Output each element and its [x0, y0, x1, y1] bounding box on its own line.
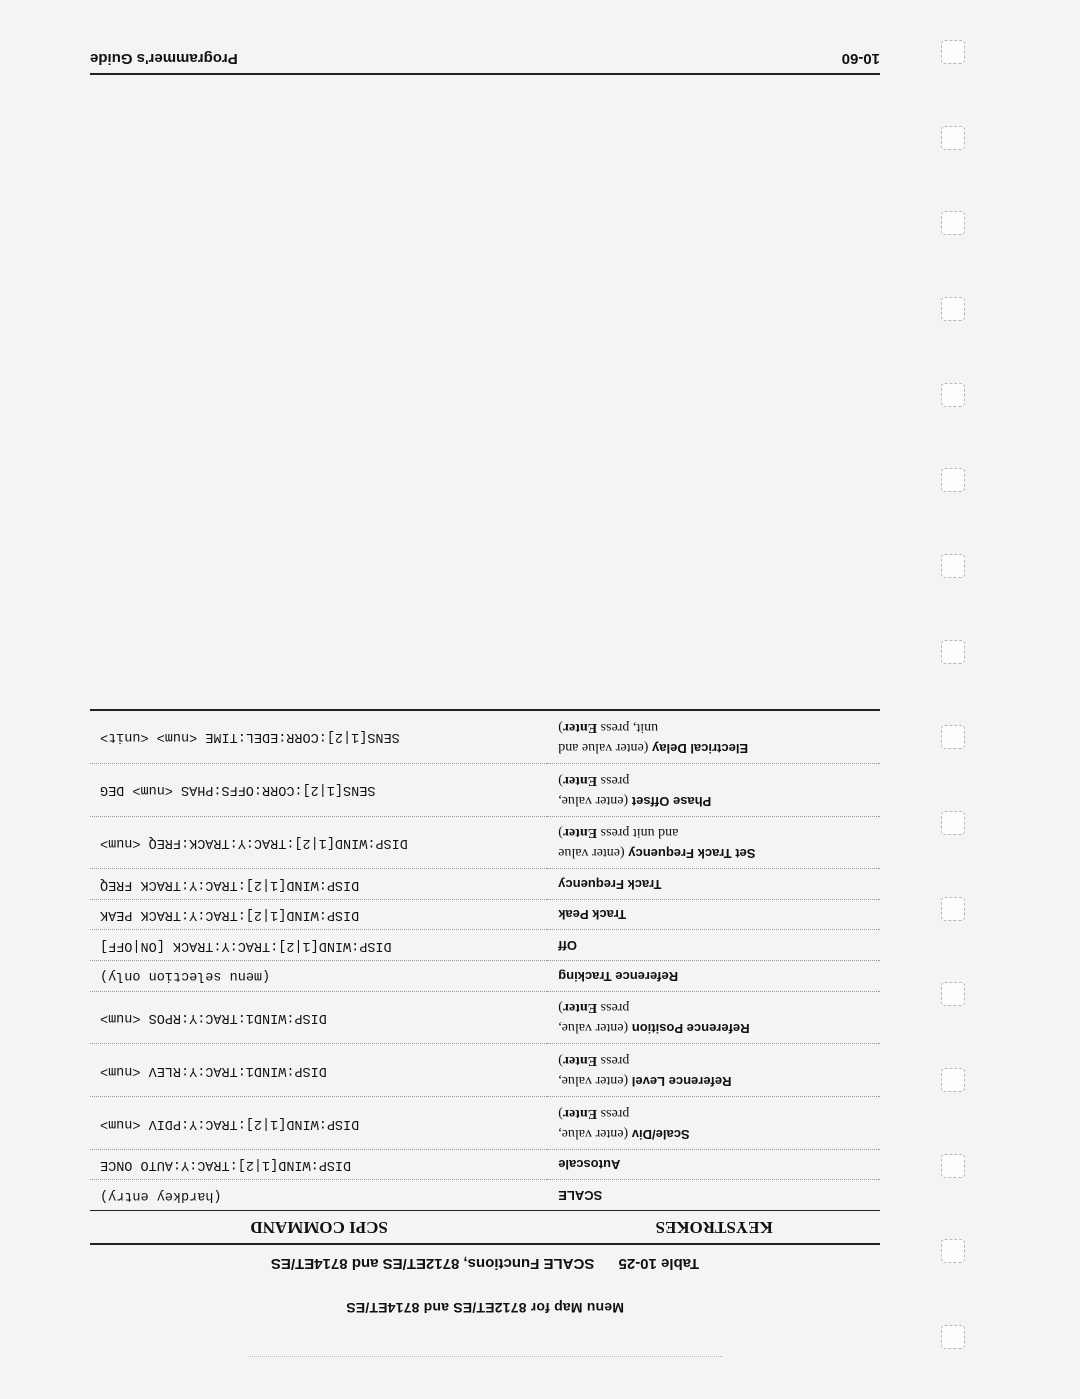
table-row: Set Track Frequency (enter valueand unit…	[90, 816, 880, 869]
cell-scpi: DISP:WIND[1|2]:TRAC:Y:TRACK:FREQ <num>	[90, 816, 548, 869]
table-number: Table 10-25	[619, 1255, 700, 1272]
footer-title: Programmer's Guide	[90, 50, 238, 67]
table-row: Phase Offset (enter value,press Enter)SE…	[90, 763, 880, 816]
cell-keystrokes: Set Track Frequency (enter valueand unit…	[548, 816, 880, 869]
cell-scpi: DISP:WIND[1|2]:TRAC:Y:TRACK [ON|OFF]	[90, 930, 548, 961]
punch-hole	[941, 1325, 965, 1349]
scanned-page: Menu Map for 8712ET/ES and 8714ET/ES Tab…	[0, 0, 1080, 1399]
col-scpi: SCPI COMMAND	[90, 1211, 548, 1245]
cell-keystrokes: SCALE	[548, 1180, 880, 1211]
cell-keystrokes: Reference Tracking	[548, 961, 880, 992]
cell-keystrokes: Reference Position (enter value,press En…	[548, 991, 880, 1044]
page-sheet: Menu Map for 8712ET/ES and 8714ET/ES Tab…	[0, 0, 1080, 1399]
cell-keystrokes: Scale/Div (enter value,press Enter)	[548, 1097, 880, 1150]
page-number: 10-60	[842, 50, 880, 67]
page-footer: 10-60 Programmer's Guide	[90, 50, 880, 75]
punch-hole	[941, 811, 965, 835]
cell-keystrokes: Autoscale	[548, 1149, 880, 1180]
table-row: OffDISP:WIND[1|2]:TRAC:Y:TRACK [ON|OFF]	[90, 930, 880, 961]
cell-scpi: SENS[1|2]:CORR:EDEL:TIME <num> <unit>	[90, 710, 548, 763]
punch-hole	[941, 1154, 965, 1178]
cell-keystrokes: Track Peak	[548, 899, 880, 930]
punch-hole	[941, 383, 965, 407]
table-title: SCALE Functions, 8712ET/ES and 8714ET/ES	[271, 1255, 594, 1272]
cell-scpi: SENS[1|2]:CORR:OFFS:PHAS <num> DEG	[90, 763, 548, 816]
scale-functions-table: KEYSTROKES SCPI COMMAND SCALE(hardkey en…	[90, 709, 880, 1245]
cell-keystrokes: Track Frequency	[548, 869, 880, 900]
table-row: AutoscaleDISP:WIND[1|2]:TRAC:Y:AUTO ONCE	[90, 1149, 880, 1180]
punch-holes	[935, 40, 965, 1349]
table-row: Scale/Div (enter value,press Enter)DISP:…	[90, 1097, 880, 1150]
punch-hole	[941, 1068, 965, 1092]
cell-scpi: DISP:WIND[1|2]:TRAC:Y:TRACK PEAK	[90, 899, 548, 930]
cell-keystrokes: Reference Level (enter value,press Enter…	[548, 1044, 880, 1097]
table-row: Reference Tracking(menu selection only)	[90, 961, 880, 992]
cell-scpi: DISP:WIND[1|2]:TRAC:Y:AUTO ONCE	[90, 1149, 548, 1180]
table-row: Reference Level (enter value,press Enter…	[90, 1044, 880, 1097]
col-keystrokes: KEYSTROKES	[548, 1211, 880, 1245]
punch-hole	[941, 1239, 965, 1263]
table-row: SCALE(hardkey entry)	[90, 1180, 880, 1211]
punch-hole	[941, 725, 965, 749]
cell-scpi: DISP:WIND[1|2]:TRAC:Y:TRACK FREQ	[90, 869, 548, 900]
punch-hole	[941, 468, 965, 492]
cell-scpi: (menu selection only)	[90, 961, 548, 992]
cell-keystrokes: Electrical Delay (enter value andunit, p…	[548, 710, 880, 763]
punch-hole	[941, 211, 965, 235]
punch-hole	[941, 982, 965, 1006]
cell-keystrokes: Off	[548, 930, 880, 961]
cell-scpi: DISP:WIND[1|2]:TRAC:Y:PDIV <num>	[90, 1097, 548, 1150]
cell-scpi: (hardkey entry)	[90, 1180, 548, 1211]
punch-hole	[941, 897, 965, 921]
punch-hole	[941, 40, 965, 64]
punch-hole	[941, 297, 965, 321]
cell-keystrokes: Phase Offset (enter value,press Enter)	[548, 763, 880, 816]
menu-map-title: Menu Map for 8712ET/ES and 8714ET/ES	[90, 1300, 880, 1316]
punch-hole	[941, 126, 965, 150]
cell-scpi: DISP:WIND1:TRAC:Y:RLEV <num>	[90, 1044, 548, 1097]
table-caption: Table 10-25 SCALE Functions, 8712ET/ES a…	[90, 1255, 880, 1272]
table-row: Reference Position (enter value,press En…	[90, 991, 880, 1044]
punch-hole	[941, 554, 965, 578]
cell-scpi: DISP:WIND1:TRAC:Y:RPOS <num>	[90, 991, 548, 1044]
table-row: Electrical Delay (enter value andunit, p…	[90, 710, 880, 763]
punch-hole	[941, 640, 965, 664]
table-row: Track PeakDISP:WIND[1|2]:TRAC:Y:TRACK PE…	[90, 899, 880, 930]
header-separator	[248, 1356, 722, 1357]
table-row: Track FrequencyDISP:WIND[1|2]:TRAC:Y:TRA…	[90, 869, 880, 900]
